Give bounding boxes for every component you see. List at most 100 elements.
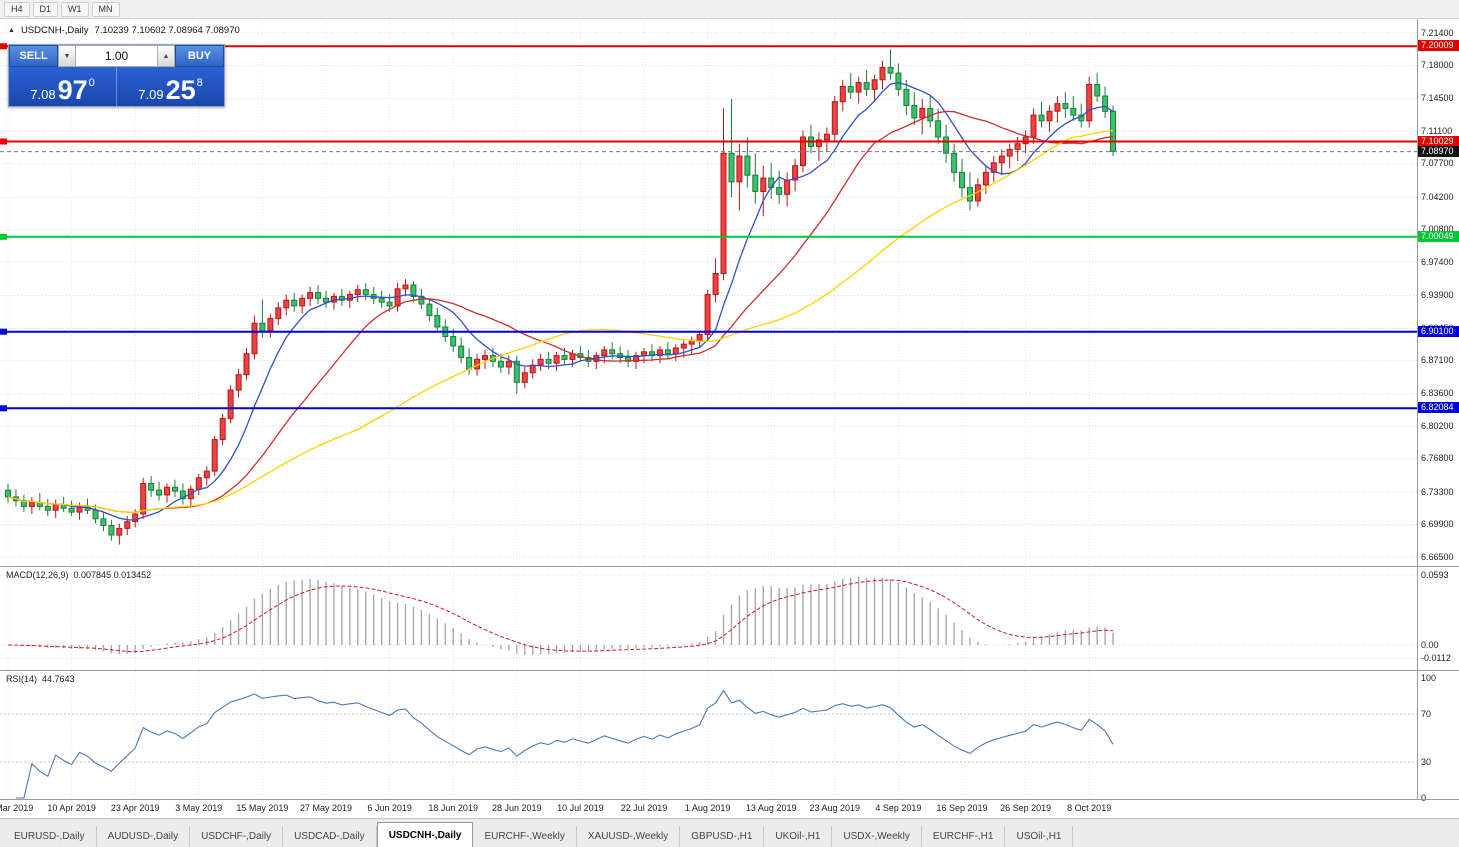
tab-xauusd-weekly[interactable]: XAUUSD-,Weekly — [577, 826, 681, 847]
pane-separator — [0, 818, 1459, 819]
volume-increase-button[interactable]: ▲ — [157, 45, 175, 67]
spin-up-icon: ▲ — [162, 52, 170, 60]
bid-price-label: 7.08970 — [1418, 145, 1459, 157]
date-label: 10 Apr 2019 — [47, 803, 96, 813]
price-tick: 6.97400 — [1421, 256, 1454, 267]
date-label: 13 Aug 2019 — [745, 803, 797, 813]
buy-price-big: 25 — [165, 75, 196, 106]
rsi-axis-tick: 0 — [1421, 792, 1427, 803]
price-tick: 7.14500 — [1421, 93, 1454, 104]
tab-eurusd-daily[interactable]: EURUSD-,Daily — [3, 826, 97, 847]
rsi-pane[interactable] — [0, 671, 1417, 799]
chart-background — [0, 19, 1459, 819]
chart-symbol-label: USDCNH-,Daily — [20, 25, 89, 36]
price-tick: 6.73300 — [1421, 486, 1454, 497]
date-label: 26 Sep 2019 — [1000, 803, 1052, 813]
time-axis[interactable]: 29 Mar 2019 10 Apr 2019 23 Apr 2019 3 May 2… — [0, 800, 1417, 817]
rsi-axis-tick: 100 — [1421, 672, 1437, 683]
price-tick: 6.66500 — [1421, 551, 1454, 562]
tab-eurchf-h1[interactable]: EURCHF-,H1 — [922, 826, 1006, 847]
timeframe-mn[interactable]: MN — [91, 1, 120, 17]
chart-title: ▲ USDCNH-,Daily 7.10239 7.10602 7.08964 … — [8, 25, 240, 36]
timeframe-d1[interactable]: D1 — [32, 1, 59, 17]
spin-down-icon: ▼ — [63, 52, 71, 60]
date-label: 28 Jun 2019 — [492, 803, 542, 813]
macd-axis-tick: -0.0112 — [1421, 652, 1451, 663]
date-label: 16 Sep 2019 — [936, 803, 988, 813]
macd-axis-tick: 0.00 — [1421, 639, 1439, 650]
price-tick: 7.04200 — [1421, 191, 1454, 202]
sell-price-sup: 0 — [88, 77, 95, 89]
macd-indicator-label: MACD(12,26,9) 0.007845 0.013452 — [6, 570, 151, 580]
date-label: 4 Sep 2019 — [875, 803, 922, 813]
buy-price-display[interactable]: 7.09 25 8 — [116, 67, 224, 106]
rsi-name: RSI(14) — [6, 674, 38, 684]
price-tick: 7.11100 — [1421, 125, 1453, 136]
price-tick: 7.18000 — [1421, 60, 1454, 70]
sell-price-display[interactable]: 7.08 97 0 — [9, 67, 116, 106]
price-tick: 6.87100 — [1421, 354, 1454, 365]
tab-usoil-h1[interactable]: USOil-,H1 — [1005, 826, 1074, 847]
rsi-axis-tick: 30 — [1421, 756, 1432, 767]
sell-button[interactable]: SELL — [9, 45, 58, 67]
date-label: 3 May 2019 — [175, 803, 223, 813]
timeframe-toolbar: H4 D1 W1 MN — [0, 0, 1459, 19]
date-label: 1 Aug 2019 — [684, 803, 731, 813]
rsi-axis-tick: 70 — [1421, 708, 1432, 719]
date-label: 8 Oct 2019 — [1067, 803, 1112, 813]
axis-separator — [1417, 19, 1418, 800]
date-label: 23 Apr 2019 — [110, 803, 160, 813]
date-label: 15 May 2019 — [236, 803, 289, 813]
pane-separator[interactable] — [0, 566, 1459, 567]
rsi-value: 44.7643 — [42, 674, 75, 684]
macd-axis-tick: 0.0593 — [1421, 569, 1449, 580]
sell-price-base: 7.08 — [30, 86, 56, 102]
one-click-trading-panel: SELL ▼ 1.00 ▲ BUY 7.08 97 0 7.09 25 8 — [8, 44, 225, 107]
price-axis[interactable]: 7.21400 7.18000 7.14500 7.11100 7.07700 7.042… — [1418, 19, 1459, 803]
level-price-label: 6.90100 — [1418, 325, 1459, 337]
tab-eurchf-weekly[interactable]: EURCHF-,Weekly — [473, 826, 577, 847]
buy-button[interactable]: BUY — [175, 45, 224, 67]
tab-usdcad-daily[interactable]: USDCAD-,Daily — [283, 826, 377, 847]
price-tick: 7.07700 — [1421, 158, 1454, 169]
chart-ohlc-values: 7.10239 7.10602 7.08964 7.08970 — [94, 25, 240, 36]
date-label: 18 Jun 2019 — [428, 803, 478, 813]
price-tick: 7.00800 — [1421, 224, 1454, 235]
buy-price-sup: 8 — [196, 77, 203, 89]
pane-separator — [0, 799, 1459, 800]
price-tick: 6.83600 — [1421, 388, 1454, 399]
level-price-label: 6.82084 — [1418, 402, 1459, 414]
chart-tab-bar: EURUSD-,Daily AUDUSD-,Daily USDCHF-,Daily U… — [0, 819, 1459, 847]
tab-usdcnh-daily[interactable]: USDCNH-,Daily — [376, 822, 474, 847]
macd-pane[interactable] — [0, 567, 1417, 670]
tab-usdx-weekly[interactable]: USDX-,Weekly — [832, 826, 922, 847]
collapse-icon[interactable]: ▲ — [8, 27, 15, 34]
level-price-label: 7.10029 — [1418, 135, 1459, 147]
date-label: 29 Mar 2019 — [0, 803, 34, 813]
date-label: 10 Jul 2019 — [557, 803, 604, 813]
price-pane[interactable] — [0, 20, 1417, 566]
tab-ukoil-h1[interactable]: UKOil-,H1 — [764, 826, 833, 847]
date-label: 23 Aug 2019 — [809, 803, 861, 813]
date-label: 27 May 2019 — [299, 803, 353, 813]
pane-separator[interactable] — [0, 670, 1459, 671]
timeframe-w1[interactable]: W1 — [61, 1, 89, 17]
volume-input[interactable]: 1.00 — [76, 45, 157, 67]
timeframe-h4[interactable]: H4 — [4, 1, 30, 17]
macd-name: MACD(12,26,9) — [6, 570, 69, 580]
price-tick: 6.69900 — [1421, 519, 1454, 529]
volume-decrease-button[interactable]: ▼ — [58, 45, 76, 67]
price-tick: 6.93900 — [1421, 290, 1454, 300]
tab-usdchf-daily[interactable]: USDCHF-,Daily — [190, 826, 284, 847]
tab-audusd-daily[interactable]: AUDUSD-,Daily — [97, 826, 191, 847]
rsi-indicator-label: RSI(14) 44.7643 — [6, 674, 75, 684]
date-label: 6 Jun 2019 — [367, 803, 412, 813]
tab-gbpusd-h1[interactable]: GBPUSD-,H1 — [680, 826, 765, 847]
buy-price-base: 7.09 — [138, 86, 164, 102]
level-price-label: 7.20009 — [1418, 40, 1459, 52]
price-tick: 6.76800 — [1421, 453, 1454, 464]
price-tick: 7.21400 — [1421, 27, 1454, 38]
macd-values: 0.007845 0.013452 — [73, 570, 152, 580]
date-label: 22 Jul 2019 — [620, 803, 668, 813]
